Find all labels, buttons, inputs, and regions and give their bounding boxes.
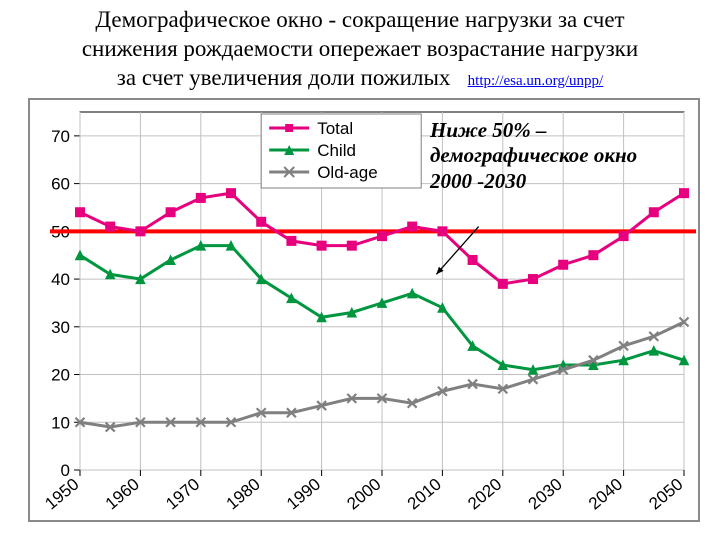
svg-text:2050: 2050	[645, 475, 686, 514]
title-line-1: Демографическое окно - сокращение нагруз…	[95, 7, 624, 32]
svg-text:2010: 2010	[404, 475, 445, 514]
svg-text:20: 20	[51, 366, 70, 385]
svg-text:Child: Child	[317, 141, 356, 160]
title-line-2: снижения рождаемости опережает возрастан…	[82, 36, 638, 61]
svg-text:1950: 1950	[41, 475, 82, 514]
svg-text:1960: 1960	[102, 475, 143, 514]
title-line-3: за счет увеличения доли пожилых	[117, 65, 451, 90]
slide-title: Демографическое окно - сокращение нагруз…	[0, 0, 720, 94]
svg-text:2030: 2030	[525, 475, 566, 514]
annotation-text: Ниже 50% – демографическое окно 2000 -20…	[430, 118, 637, 194]
source-link[interactable]: http://esa.un.org/unpp/	[468, 73, 604, 89]
svg-text:2040: 2040	[585, 475, 626, 514]
svg-text:Old-age: Old-age	[317, 163, 377, 182]
svg-text:2020: 2020	[464, 475, 505, 514]
svg-text:1990: 1990	[283, 475, 324, 514]
chart-container: 0102030405060701950196019701980199020002…	[28, 98, 700, 522]
svg-text:2000: 2000	[343, 475, 384, 514]
svg-text:40: 40	[51, 270, 70, 289]
svg-text:1980: 1980	[223, 475, 264, 514]
svg-text:1970: 1970	[162, 475, 203, 514]
svg-text:60: 60	[51, 175, 70, 194]
svg-text:10: 10	[51, 414, 70, 433]
svg-text:30: 30	[51, 318, 70, 337]
svg-text:Total: Total	[317, 119, 353, 138]
svg-text:70: 70	[51, 127, 70, 146]
